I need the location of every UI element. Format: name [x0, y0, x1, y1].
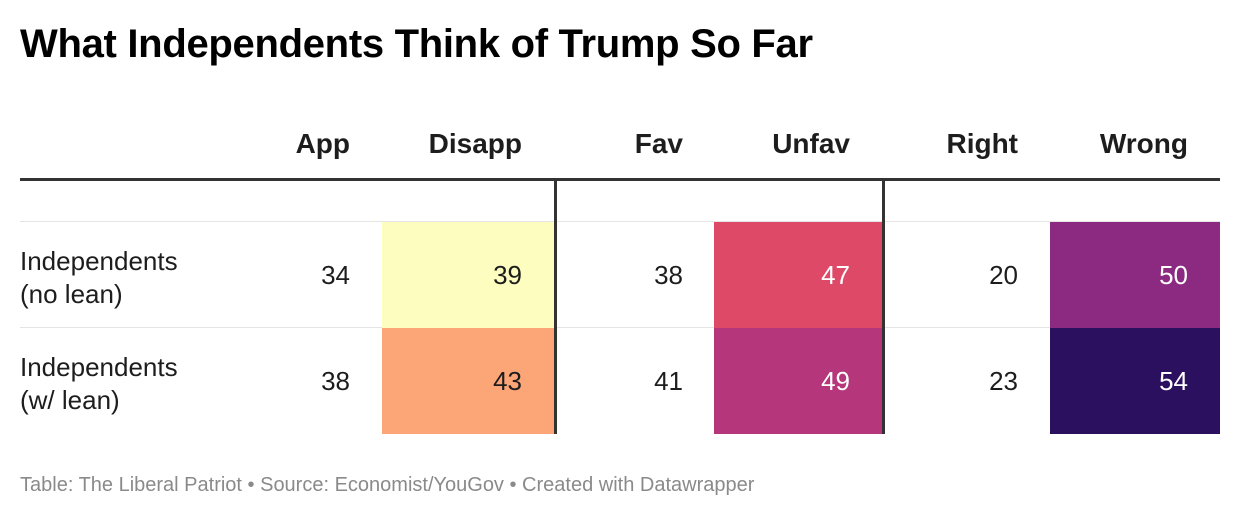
row-label-no-lean: Independents (no lean) — [20, 245, 178, 311]
value-unfav: 47 — [821, 260, 850, 290]
heat-cell — [1050, 222, 1220, 328]
heat-cell — [1050, 328, 1220, 434]
heat-cell — [382, 328, 554, 434]
value-fav: 38 — [654, 260, 683, 290]
value-fav: 41 — [654, 366, 683, 396]
column-header-wrong: Wrong — [1099, 128, 1188, 159]
value-right: 23 — [989, 366, 1018, 396]
heat-cell — [714, 328, 882, 434]
group-separator-1 — [554, 181, 557, 434]
column-header-disapp: Disapp — [428, 128, 522, 159]
value-right: 20 — [989, 260, 1018, 290]
row-label-line2: (no lean) — [20, 279, 123, 309]
value-app: 34 — [321, 260, 350, 290]
column-header-unfav: Unfav — [772, 128, 850, 159]
row-divider — [20, 327, 1220, 328]
source-footer: Table: The Liberal Patriot • Source: Eco… — [20, 474, 755, 496]
value-disapp: 39 — [493, 260, 522, 290]
heat-cell — [714, 222, 882, 328]
row-label-line1: Independents — [20, 246, 178, 276]
value-wrong: 54 — [1159, 366, 1188, 396]
column-header-fav: Fav — [634, 128, 683, 159]
column-header-app: App — [295, 128, 350, 159]
row-label-with-lean: Independents (w/ lean) — [20, 351, 178, 417]
value-wrong: 50 — [1159, 260, 1188, 290]
column-header-right: Right — [946, 128, 1018, 159]
value-app: 38 — [321, 366, 350, 396]
chart-title: What Independents Think of Trump So Far — [20, 22, 813, 66]
row-label-line2: (w/ lean) — [20, 385, 120, 415]
spacer-rule — [20, 221, 1220, 222]
group-separator-2 — [882, 181, 885, 434]
header-rule — [20, 178, 1220, 181]
value-disapp: 43 — [493, 366, 522, 396]
heat-cell — [382, 222, 554, 328]
value-unfav: 49 — [821, 366, 850, 396]
row-label-line1: Independents — [20, 352, 178, 382]
